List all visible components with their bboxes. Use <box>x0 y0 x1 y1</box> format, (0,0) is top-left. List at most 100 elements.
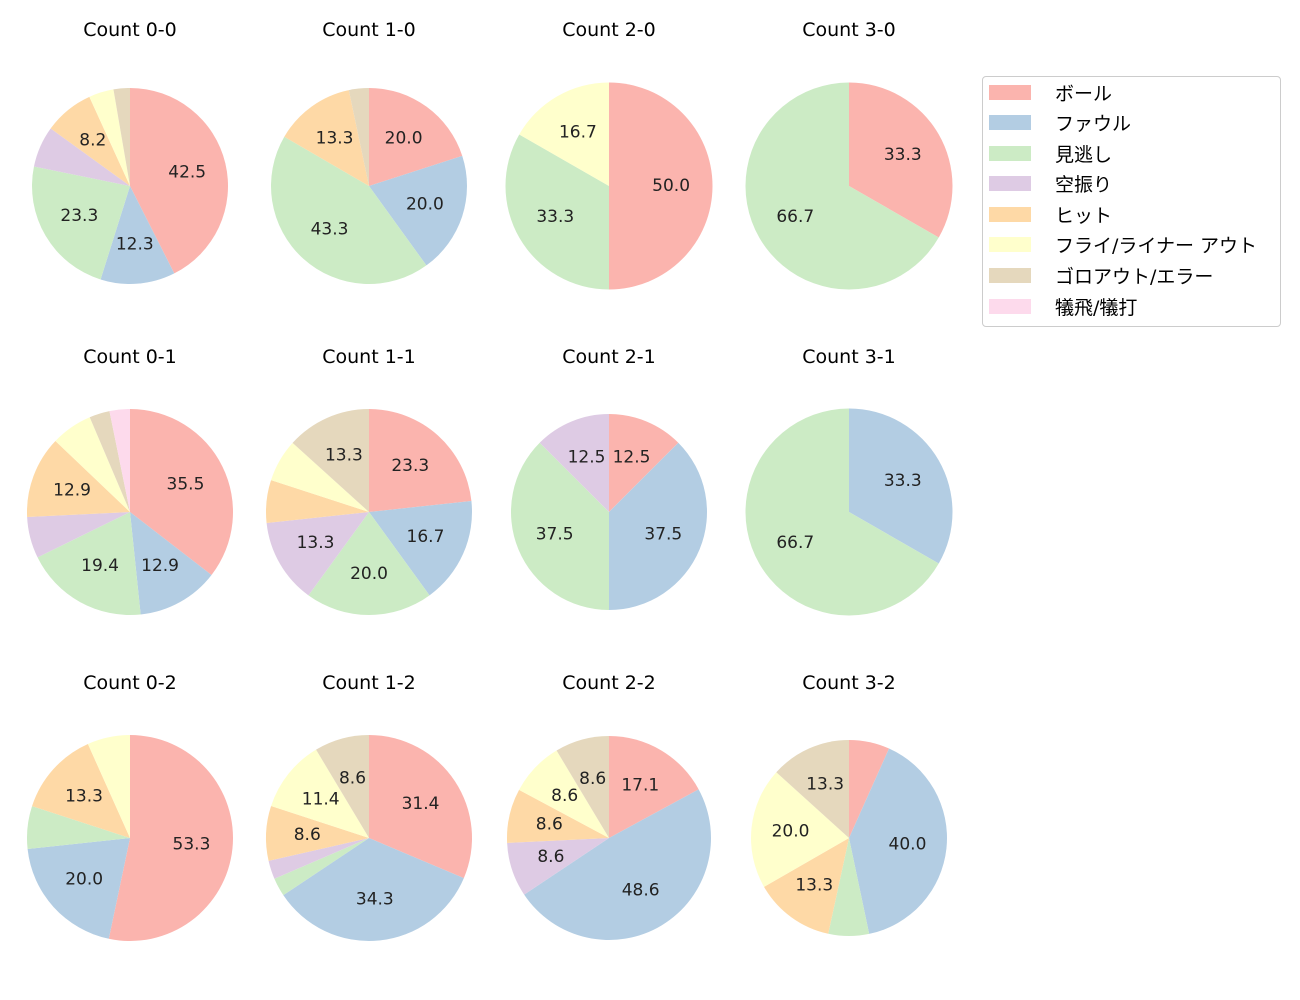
legend-swatch <box>989 236 1031 252</box>
slice-label: 8.6 <box>537 847 564 867</box>
pie-chart: Count 0-1 35.5 12.9 19.4 12.9 <box>27 346 233 615</box>
pie-slice-2 <box>510 442 609 610</box>
pie-slice-0 <box>369 735 472 879</box>
pie-slice-5 <box>519 750 609 838</box>
pie-slice-5 <box>271 442 369 512</box>
pie-chart: Count 3-0 33.3 66.7 <box>745 19 953 290</box>
legend-label: 犠飛/犠打 <box>1055 296 1138 319</box>
pie-chart: Count 2-217.148.68.68.68.68.6 <box>506 672 712 941</box>
legend-label: フライ/ライナー アウト <box>1055 234 1258 257</box>
slice-label: 11.4 <box>302 789 340 809</box>
pie-slice-0 <box>609 82 713 290</box>
pie-chart: Count 3-1 33.3 66.7 <box>745 346 953 616</box>
slice-label: 13.3 <box>795 875 833 895</box>
legend-item: 空振り <box>989 172 1112 196</box>
pie-slice-1 <box>849 408 953 564</box>
pie-slice-2 <box>271 136 427 284</box>
pie-slice-6 <box>348 88 369 186</box>
pie-slice-4 <box>764 838 849 934</box>
pie-slice-1 <box>369 501 472 596</box>
slice-label: 8.2 <box>79 130 106 150</box>
pie-slice-4 <box>506 789 609 843</box>
slice-label: 35.5 <box>167 475 205 495</box>
pie-slice-4 <box>50 96 130 186</box>
chart-title: Count 2-0 <box>562 19 656 41</box>
pie-slice-3 <box>539 414 609 512</box>
pie-slice-1 <box>100 186 175 284</box>
pie-slice-2 <box>505 134 609 290</box>
pie-slice-5 <box>87 735 130 838</box>
legend-swatch <box>989 114 1031 130</box>
slice-label: 12.3 <box>116 235 154 255</box>
slice-label: 13.3 <box>316 128 354 148</box>
slice-label: 53.3 <box>173 834 211 854</box>
pie-slice-5 <box>89 89 130 186</box>
pie-chart: Count 0-2 53.3 20.0 13.3 <box>27 672 234 942</box>
slice-label: 37.5 <box>536 525 574 545</box>
pie-slice-3 <box>27 512 130 558</box>
legend: ボール ファウル 見逃し 空振り ヒット フライ/ライナー アウト ゴロアウト/エラー 犠飛/… <box>982 76 1281 327</box>
slice-label: 13.3 <box>297 533 335 553</box>
pie-slice-3 <box>266 512 369 596</box>
pie-slice-1 <box>849 748 947 934</box>
slice-label: 23.3 <box>391 456 429 476</box>
legend-item: 犠飛/犠打 <box>989 295 1138 319</box>
slice-label: 12.9 <box>53 480 91 500</box>
chart-title: Count 3-2 <box>802 672 896 694</box>
pie-slice-5 <box>751 772 849 887</box>
legend-swatch <box>989 175 1031 191</box>
pie-slice-4 <box>32 743 130 838</box>
slice-label: 66.7 <box>776 533 814 553</box>
pie-slice-0 <box>130 409 233 575</box>
chart-title: Count 0-2 <box>83 672 177 694</box>
pie-slice-7 <box>109 409 130 512</box>
pie-slice-0 <box>369 409 472 512</box>
pie-slice-3 <box>268 838 369 879</box>
chart-title: Count 2-1 <box>562 346 656 368</box>
slice-label: 37.5 <box>644 525 682 545</box>
pie-slice-2 <box>745 408 939 616</box>
slice-label: 33.3 <box>884 471 922 491</box>
slice-label: 33.3 <box>536 207 574 227</box>
pie-chart: Count 1-0 20.0 20.0 43.3 13.3 <box>271 19 467 284</box>
pie-slice-6 <box>292 409 369 512</box>
slice-label: 66.7 <box>776 207 814 227</box>
pie-slice-4 <box>284 90 369 186</box>
pie-chart: Count 3-2 40.0 13.3 20.0 13.3 <box>751 672 947 936</box>
pie-slice-3 <box>33 128 130 186</box>
legend-label: 見逃し <box>1055 143 1113 166</box>
slice-label: 20.0 <box>385 128 423 148</box>
slice-label: 12.9 <box>141 556 179 576</box>
pie-slice-6 <box>776 740 849 838</box>
slice-label: 34.3 <box>356 890 394 910</box>
pie-slice-1 <box>524 789 712 941</box>
pie-slice-5 <box>55 417 130 512</box>
slice-label: 20.0 <box>65 869 103 889</box>
slice-label: 13.3 <box>65 787 103 807</box>
pie-slice-2 <box>274 838 369 896</box>
pie-slice-1 <box>130 512 212 615</box>
legend-swatch <box>989 298 1031 314</box>
chart-title: Count 1-1 <box>322 346 416 368</box>
legend-swatch <box>989 267 1031 283</box>
slice-label: 50.0 <box>652 176 690 196</box>
legend-label: ファウル <box>1055 112 1132 135</box>
pie-slice-0 <box>849 82 953 238</box>
chart-title: Count 0-0 <box>83 19 177 41</box>
pie-chart: Count 1-231.434.38.611.48.6 <box>266 672 472 941</box>
legend-item: 見逃し <box>989 142 1113 166</box>
pie-slice-4 <box>266 480 369 523</box>
pie-slice-0 <box>108 735 234 942</box>
pie-slice-0 <box>609 736 699 838</box>
legend-label: ゴロアウト/エラー <box>1055 265 1214 288</box>
slice-label: 20.0 <box>406 194 444 214</box>
slice-label: 8.6 <box>294 825 321 845</box>
pie-slice-1 <box>283 838 464 941</box>
chart-title: Count 1-0 <box>322 19 416 41</box>
slice-label: 8.6 <box>551 786 578 806</box>
pie-slice-2 <box>37 512 141 615</box>
slice-label: 23.3 <box>60 206 98 226</box>
slice-label: 8.6 <box>579 769 606 789</box>
slice-label: 19.4 <box>81 556 119 576</box>
